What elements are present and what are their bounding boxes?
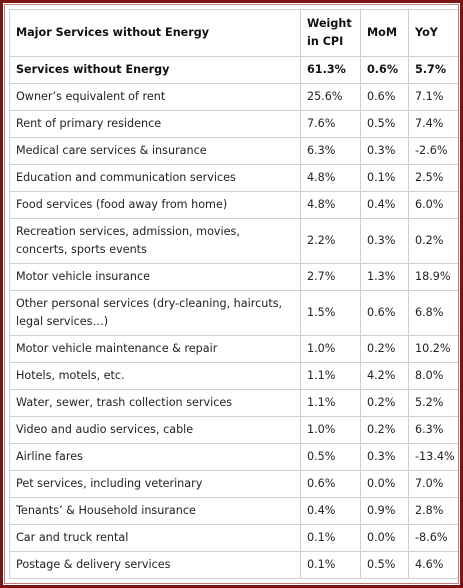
table-row: Rent of primary residence 7.6% 0.5% 7.4%: [9, 110, 459, 138]
cell-mom: 0.3%: [360, 137, 409, 165]
cell-mom: 0.5%: [360, 551, 409, 579]
table-row: Video and audio services, cable 1.0% 0.2% 6…: [9, 416, 459, 444]
cell-category: Recreation services, admission, movies, …: [9, 218, 301, 264]
table-row: Motor vehicle maintenance & repair 1.0% 0.…: [9, 335, 459, 363]
cell-mom: 0.2%: [360, 389, 409, 417]
cell-category: Pet services, including veterinary: [9, 470, 301, 498]
cell-category: Video and audio services, cable: [9, 416, 301, 444]
cell-mom: 0.3%: [360, 218, 409, 264]
cell-yoy: 6.3%: [408, 416, 459, 444]
cell-weight: 0.4%: [300, 497, 361, 525]
cell-category: Hotels, motels, etc.: [9, 362, 301, 390]
table-row: Recreation services, admission, movies, …: [9, 218, 459, 264]
cell-weight: 0.1%: [300, 551, 361, 579]
table-row: Services without Energy 61.3% 0.6% 5.7%: [9, 56, 459, 84]
cell-yoy: 10.2%: [408, 335, 459, 363]
cell-weight: 0.5%: [300, 443, 361, 471]
cell-yoy: 7.4%: [408, 110, 459, 138]
cell-yoy: 5.7%: [408, 56, 459, 84]
cell-mom: 0.1%: [360, 164, 409, 192]
table-row: Pet services, including veterinary 0.6% 0.…: [9, 470, 459, 498]
cell-yoy: 7.1%: [408, 83, 459, 111]
cell-yoy: -13.4%: [408, 443, 459, 471]
cell-yoy: 18.9%: [408, 263, 459, 291]
cell-weight: 2.2%: [300, 218, 361, 264]
cell-mom: 0.3%: [360, 443, 409, 471]
cell-category: Services without Energy: [9, 56, 301, 84]
cell-mom: 0.0%: [360, 524, 409, 552]
cell-mom: 0.4%: [360, 191, 409, 219]
table-row: Tenants’ & Household insurance 0.4% 0.9% 2.…: [9, 497, 459, 525]
cell-weight: 4.8%: [300, 191, 361, 219]
cell-yoy: -8.6%: [408, 524, 459, 552]
cell-mom: 4.2%: [360, 362, 409, 390]
cell-weight: 6.3%: [300, 137, 361, 165]
header-weight: Weight in CPI: [300, 9, 361, 57]
cell-mom: 1.3%: [360, 263, 409, 291]
cell-yoy: 0.2%: [408, 218, 459, 264]
cell-mom: 0.6%: [360, 290, 409, 336]
table-row: Other personal services (dry-cleaning, h…: [9, 290, 459, 336]
cell-weight: 0.6%: [300, 470, 361, 498]
cell-yoy: 8.0%: [408, 362, 459, 390]
header-row: Major Services without Energy Weight in …: [9, 9, 459, 57]
cell-mom: 0.9%: [360, 497, 409, 525]
cell-weight: 1.5%: [300, 290, 361, 336]
cell-category: Tenants’ & Household insurance: [9, 497, 301, 525]
cell-weight: 25.6%: [300, 83, 361, 111]
table-row: Airline fares 0.5% 0.3% -13.4%: [9, 443, 459, 471]
table-body: Services without Energy 61.3% 0.6% 5.7% Owne…: [9, 56, 459, 579]
table-row: Postage & delivery services 0.1% 0.5% 4.6%: [9, 551, 459, 579]
cell-category: Airline fares: [9, 443, 301, 471]
cell-weight: 7.6%: [300, 110, 361, 138]
cell-weight: 61.3%: [300, 56, 361, 84]
cell-category: Medical care services & insurance: [9, 137, 301, 165]
table-row: Medical care services & insurance 6.3% 0.3…: [9, 137, 459, 165]
table-row: Water, sewer, trash collection services 1…: [9, 389, 459, 417]
services-cpi-table: Major Services without Energy Weight in …: [9, 9, 459, 579]
header-category: Major Services without Energy: [9, 9, 301, 57]
cell-yoy: -2.6%: [408, 137, 459, 165]
cell-category: Motor vehicle insurance: [9, 263, 301, 291]
cell-mom: 0.2%: [360, 335, 409, 363]
table-row: Education and communication services 4.8%…: [9, 164, 459, 192]
cell-mom: 0.0%: [360, 470, 409, 498]
cell-category: Water, sewer, trash collection services: [9, 389, 301, 417]
cell-weight: 1.0%: [300, 335, 361, 363]
cell-yoy: 6.0%: [408, 191, 459, 219]
cell-category: Other personal services (dry-cleaning, h…: [9, 290, 301, 336]
cell-mom: 0.2%: [360, 416, 409, 444]
cell-weight: 2.7%: [300, 263, 361, 291]
table-row: Owner’s equivalent of rent 25.6% 0.6% 7.1%: [9, 83, 459, 111]
cell-category: Motor vehicle maintenance & repair: [9, 335, 301, 363]
header-yoy: YoY: [408, 9, 459, 57]
cell-weight: 1.1%: [300, 362, 361, 390]
cell-category: Education and communication services: [9, 164, 301, 192]
table-row: Hotels, motels, etc. 1.1% 4.2% 8.0%: [9, 362, 459, 390]
table-row: Food services (food away from home) 4.8% 0…: [9, 191, 459, 219]
cell-mom: 0.5%: [360, 110, 409, 138]
cell-yoy: 6.8%: [408, 290, 459, 336]
cell-weight: 1.0%: [300, 416, 361, 444]
cell-category: Postage & delivery services: [9, 551, 301, 579]
table-row: Car and truck rental 0.1% 0.0% -8.6%: [9, 524, 459, 552]
cell-yoy: 7.0%: [408, 470, 459, 498]
cell-category: Rent of primary residence: [9, 110, 301, 138]
header-mom: MoM: [360, 9, 409, 57]
cell-yoy: 2.5%: [408, 164, 459, 192]
cell-weight: 4.8%: [300, 164, 361, 192]
cell-weight: 0.1%: [300, 524, 361, 552]
cell-weight: 1.1%: [300, 389, 361, 417]
cell-yoy: 5.2%: [408, 389, 459, 417]
cell-yoy: 2.8%: [408, 497, 459, 525]
cell-category: Owner’s equivalent of rent: [9, 83, 301, 111]
cell-category: Car and truck rental: [9, 524, 301, 552]
table-row: Motor vehicle insurance 2.7% 1.3% 18.9%: [9, 263, 459, 291]
cell-yoy: 4.6%: [408, 551, 459, 579]
cell-mom: 0.6%: [360, 83, 409, 111]
cell-category: Food services (food away from home): [9, 191, 301, 219]
cell-mom: 0.6%: [360, 56, 409, 84]
